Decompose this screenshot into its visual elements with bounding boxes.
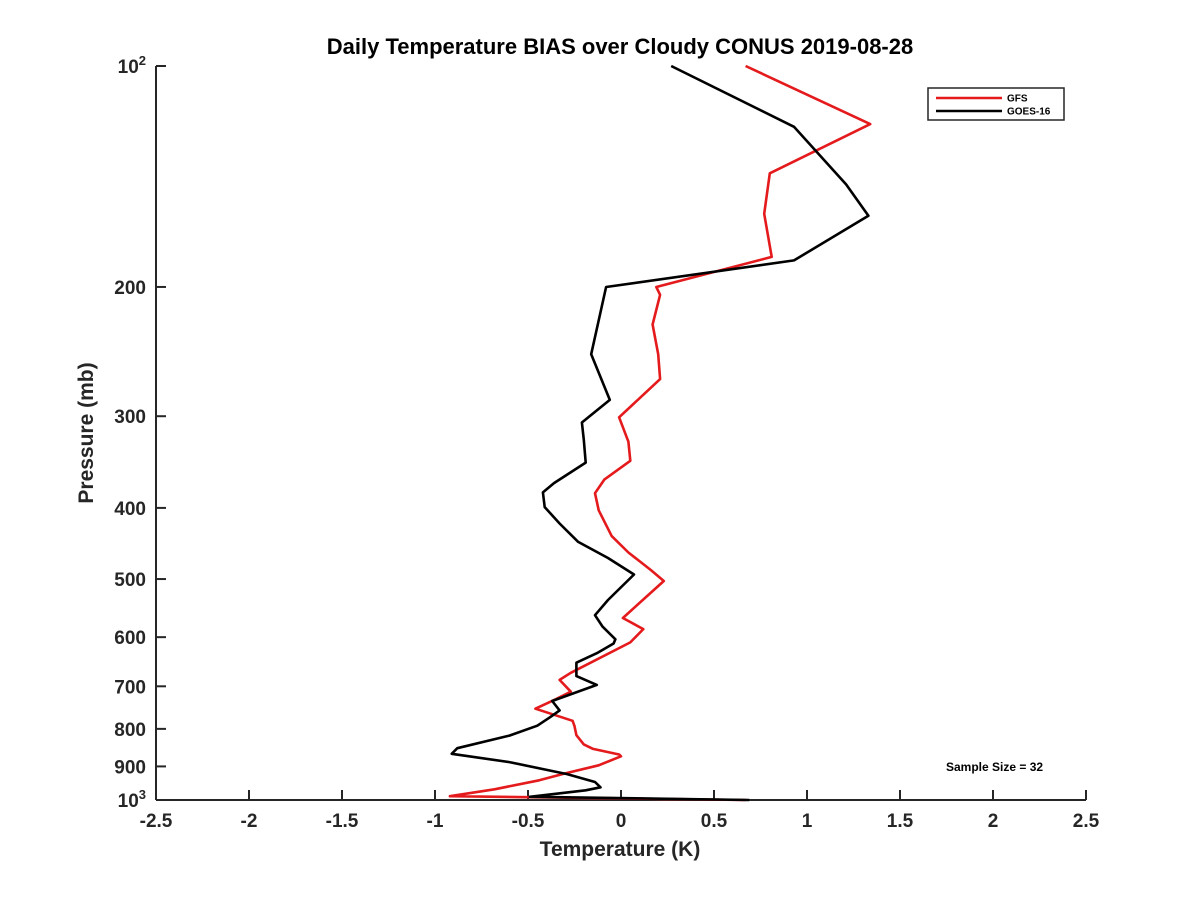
- sample-size-annotation: Sample Size = 32: [946, 760, 1043, 774]
- y-tick-base: 200: [114, 278, 146, 299]
- chart-title: Daily Temperature BIAS over Cloudy CONUS…: [327, 34, 913, 59]
- x-axis-ticks: -2.5 -2 -1.5 -1 -0.5 0 0.5 1 1.5 2 2.5: [140, 790, 1100, 832]
- y-tick-base: 10: [118, 57, 139, 78]
- x-tick-label: -0.5: [512, 811, 545, 832]
- y-tick-base: 900: [114, 757, 146, 778]
- legend-label-gfs: GFS: [1007, 94, 1028, 105]
- legend-label-goes16: GOES-16: [1007, 107, 1051, 118]
- y-tick-label: 103: [118, 787, 146, 812]
- y-tick-label: 102: [118, 53, 146, 78]
- y-tick-label: 800: [114, 720, 146, 741]
- x-tick-label: -1: [427, 811, 444, 832]
- legend-box: [927, 87, 1065, 121]
- y-tick-label: 900: [114, 757, 146, 778]
- y-tick-label: 500: [114, 570, 146, 591]
- x-tick-label: -1.5: [326, 811, 359, 832]
- x-tick-label: 1: [802, 811, 813, 832]
- y-tick-base: 700: [114, 677, 146, 698]
- x-tick-label: 2.5: [1073, 811, 1100, 832]
- y-tick-label: 400: [114, 499, 146, 520]
- y-tick-exponent: 2: [139, 53, 146, 68]
- y-tick-base: 600: [114, 628, 146, 649]
- x-tick-label: 0.5: [701, 811, 728, 832]
- y-tick-base: 800: [114, 720, 146, 741]
- x-tick-label: 1.5: [887, 811, 914, 832]
- series-line-gfs: [448, 64, 872, 802]
- y-tick-exponent: 3: [139, 787, 146, 802]
- y-tick-label: 600: [114, 628, 146, 649]
- y-tick-base: 400: [114, 499, 146, 520]
- y-axis-label: Pressure (mb): [75, 362, 98, 503]
- x-tick-label: 2: [988, 811, 999, 832]
- x-axis-label: Temperature (K): [540, 838, 701, 861]
- x-tick-label: 0: [616, 811, 627, 832]
- plot-area: -2.5 -2 -1.5 -1 -0.5 0 0.5 1 1.5 2 2.5 10220030040…: [114, 53, 1099, 832]
- y-tick-label: 300: [114, 407, 146, 428]
- y-tick-base: 300: [114, 407, 146, 428]
- y-tick-label: 700: [114, 677, 146, 698]
- legend: GFS GOES-16: [927, 87, 1065, 121]
- x-tick-label: -2.5: [140, 811, 173, 832]
- y-tick-base: 10: [118, 791, 139, 812]
- y-tick-base: 500: [114, 570, 146, 591]
- series-layer: [448, 64, 872, 802]
- y-tick-label: 200: [114, 278, 146, 299]
- x-tick-label: -2: [241, 811, 258, 832]
- series-line-goes16: [450, 64, 870, 802]
